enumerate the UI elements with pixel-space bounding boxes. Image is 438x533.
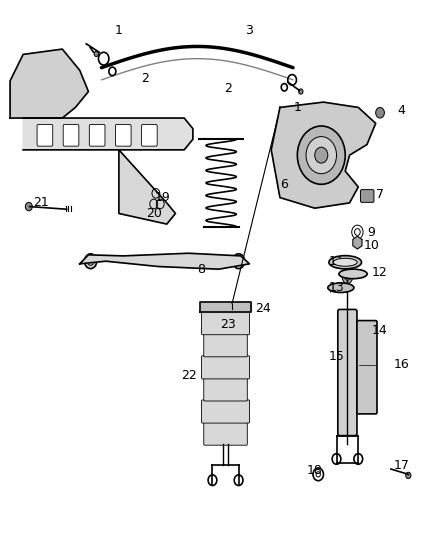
- Text: 5: 5: [332, 135, 340, 148]
- Polygon shape: [200, 302, 251, 312]
- Text: 1: 1: [115, 24, 123, 37]
- FancyBboxPatch shape: [204, 378, 247, 401]
- Text: 1: 1: [293, 101, 301, 114]
- Polygon shape: [80, 253, 250, 269]
- Circle shape: [315, 147, 328, 163]
- Text: 3: 3: [246, 24, 254, 37]
- FancyBboxPatch shape: [338, 310, 357, 435]
- Text: 2: 2: [141, 72, 149, 85]
- Ellipse shape: [333, 259, 357, 266]
- FancyBboxPatch shape: [141, 124, 157, 146]
- Ellipse shape: [328, 283, 354, 293]
- FancyBboxPatch shape: [201, 356, 250, 379]
- Text: 6: 6: [280, 178, 288, 191]
- FancyBboxPatch shape: [357, 320, 377, 414]
- FancyBboxPatch shape: [89, 124, 105, 146]
- Circle shape: [94, 51, 99, 56]
- Text: 14: 14: [372, 324, 388, 337]
- Circle shape: [342, 271, 353, 284]
- Polygon shape: [23, 118, 193, 150]
- FancyBboxPatch shape: [63, 124, 79, 146]
- Text: 12: 12: [372, 266, 388, 279]
- FancyBboxPatch shape: [204, 422, 247, 445]
- Ellipse shape: [329, 256, 361, 269]
- Text: 8: 8: [198, 263, 205, 276]
- Circle shape: [345, 274, 350, 280]
- Polygon shape: [119, 150, 176, 224]
- Polygon shape: [271, 102, 376, 208]
- FancyBboxPatch shape: [360, 190, 374, 203]
- Circle shape: [299, 89, 303, 94]
- Circle shape: [85, 254, 97, 269]
- Text: 4: 4: [398, 103, 406, 117]
- Circle shape: [297, 126, 345, 184]
- Text: 15: 15: [328, 350, 344, 363]
- FancyBboxPatch shape: [37, 124, 53, 146]
- Text: 21: 21: [33, 196, 49, 209]
- Text: 10: 10: [364, 239, 379, 252]
- Text: 24: 24: [254, 302, 270, 316]
- Text: 20: 20: [146, 207, 162, 220]
- Text: 17: 17: [394, 459, 410, 472]
- Circle shape: [406, 472, 411, 479]
- Text: 7: 7: [376, 189, 384, 201]
- Ellipse shape: [339, 269, 367, 279]
- Text: 2: 2: [224, 83, 232, 95]
- Text: 19: 19: [155, 191, 170, 204]
- Circle shape: [306, 136, 336, 174]
- FancyBboxPatch shape: [201, 400, 250, 423]
- Circle shape: [233, 254, 245, 269]
- Text: 23: 23: [220, 318, 236, 332]
- Circle shape: [376, 108, 385, 118]
- Text: 18: 18: [307, 464, 323, 477]
- FancyBboxPatch shape: [116, 124, 131, 146]
- Polygon shape: [353, 236, 362, 249]
- FancyBboxPatch shape: [204, 334, 247, 357]
- Text: 22: 22: [180, 369, 196, 382]
- FancyBboxPatch shape: [201, 312, 250, 335]
- Text: 16: 16: [394, 358, 410, 371]
- Circle shape: [25, 203, 32, 211]
- Text: 9: 9: [367, 225, 375, 239]
- Polygon shape: [10, 49, 88, 118]
- Text: 13: 13: [328, 281, 344, 294]
- Text: 11: 11: [328, 255, 344, 268]
